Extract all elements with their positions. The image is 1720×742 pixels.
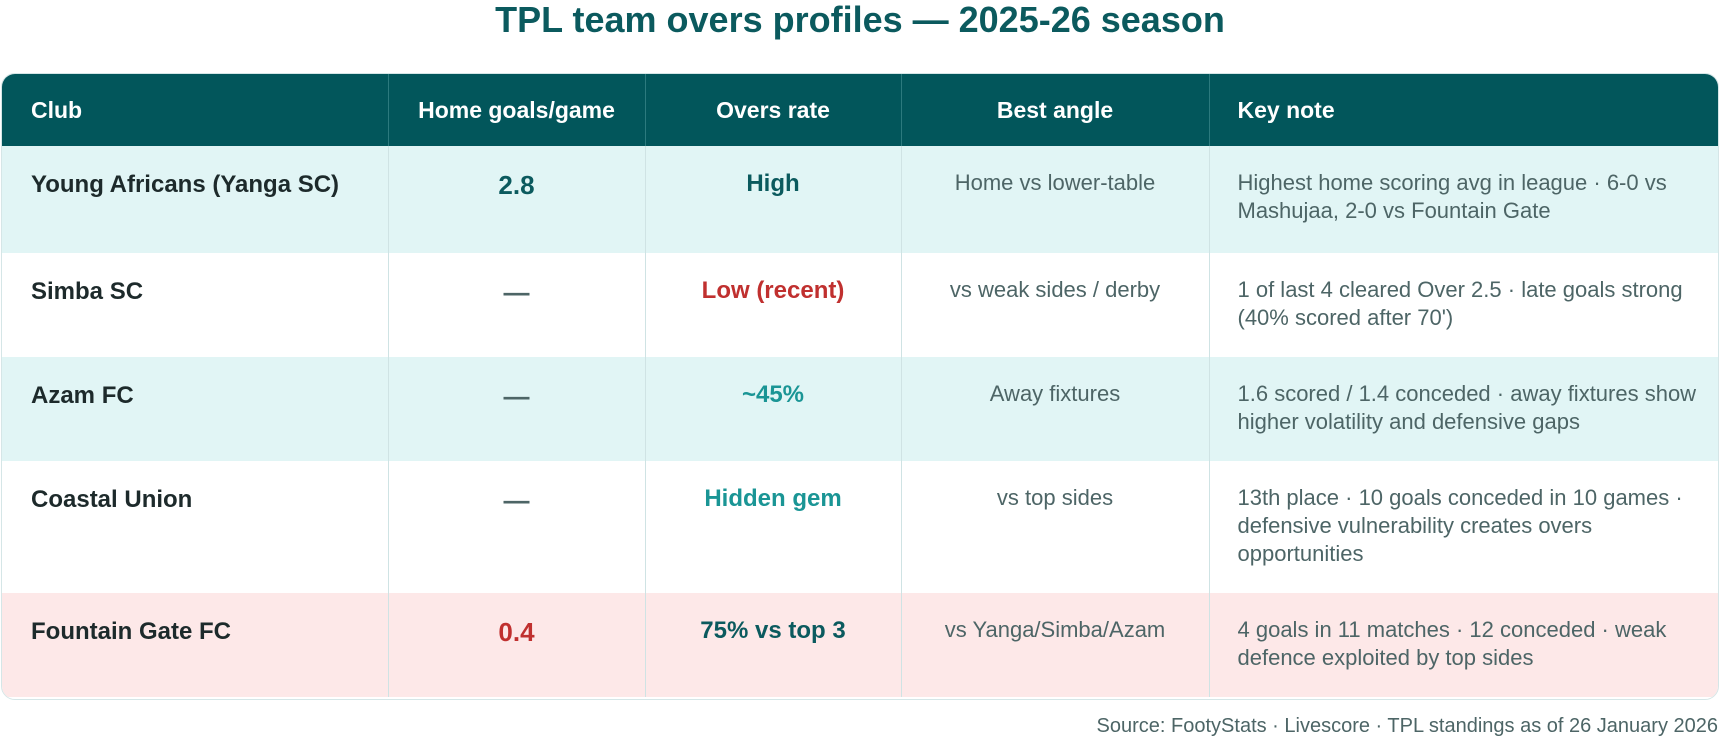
table-row: Young Africans (Yanga SC) 2.8 High Home … xyxy=(2,146,1718,253)
table-row: Simba SC — Low (recent) vs weak sides / … xyxy=(2,253,1718,357)
table-row: Coastal Union — Hidden gem vs top sides … xyxy=(2,461,1718,593)
column-header-best-angle: Best angle xyxy=(900,74,1209,146)
best-angle-value: vs weak sides / derby xyxy=(949,277,1161,302)
table-row: Fountain Gate FC 0.4 75% vs top 3 vs Yan… xyxy=(2,593,1718,697)
club-name: Young Africans (Yanga SC) xyxy=(31,171,340,198)
overs-rate-value: ~45% xyxy=(741,381,805,408)
column-header-key-note: Key note xyxy=(1208,74,1718,146)
key-note-value: 1.6 scored / 1.4 conceded · away fixture… xyxy=(1237,381,1697,434)
club-name: Simba SC xyxy=(31,278,144,305)
overs-rate-value: Hidden gem xyxy=(704,485,842,512)
overs-rate-value: Low (recent) xyxy=(701,277,845,304)
best-angle-value: vs Yanga/Simba/Azam xyxy=(944,617,1166,642)
key-note-value: 4 goals in 11 matches · 12 conceded · we… xyxy=(1237,617,1667,670)
key-note-value: 1 of last 4 cleared Over 2.5 · late goal… xyxy=(1237,277,1683,330)
column-header-overs-rate: Overs rate xyxy=(644,74,901,146)
column-header-club: Club xyxy=(2,74,388,146)
source-caption: Source: FootyStats · Livescore · TPL sta… xyxy=(1096,715,1718,737)
club-name: Fountain Gate FC xyxy=(31,618,231,645)
best-angle-value: vs top sides xyxy=(996,485,1114,510)
best-angle-value: Away fixtures xyxy=(989,381,1121,406)
page-title: TPL team overs profiles — 2025-26 season xyxy=(495,0,1225,40)
home-goals-value: 0.4 xyxy=(498,617,535,647)
home-goals-value: — xyxy=(503,277,530,307)
home-goals-value: — xyxy=(503,381,530,411)
home-goals-value: — xyxy=(503,485,530,515)
club-name: Azam FC xyxy=(31,382,134,409)
column-header-home-goals: Home goals/game xyxy=(387,74,645,146)
key-note-value: 13th place · 10 goals conceded in 10 gam… xyxy=(1237,485,1683,566)
overs-rate-value: High xyxy=(746,170,800,197)
home-goals-value: 2.8 xyxy=(498,170,535,200)
table-row: Azam FC — ~45% Away fixtures 1.6 scored … xyxy=(2,357,1718,461)
data-table: Club Home goals/game Overs rate Best ang… xyxy=(2,74,1718,697)
club-name: Coastal Union xyxy=(31,486,193,513)
overs-rate-value: 75% vs top 3 xyxy=(700,617,846,644)
key-note-value: Highest home scoring avg in league · 6-0… xyxy=(1237,170,1667,223)
table-header-row: Club Home goals/game Overs rate Best ang… xyxy=(2,74,1718,146)
best-angle-value: Home vs lower-table xyxy=(954,170,1156,195)
overs-profile-table: Club Home goals/game Overs rate Best ang… xyxy=(1,73,1719,700)
